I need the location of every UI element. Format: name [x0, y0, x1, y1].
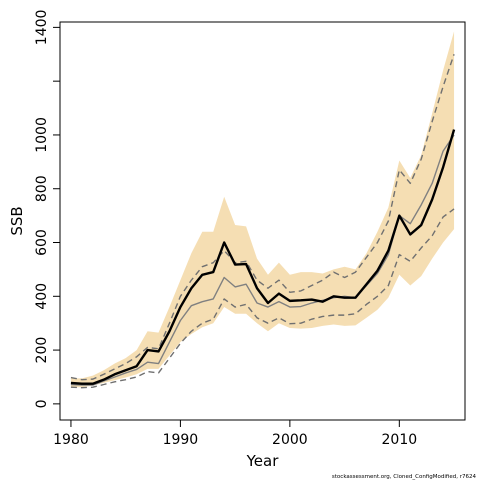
- series-line-comparison-upper: [70, 54, 455, 381]
- x-tick-label: 1990: [163, 432, 199, 448]
- x-tick-label: 2010: [382, 432, 418, 448]
- y-tick-label: 1000: [34, 117, 50, 153]
- y-tick-label: 1400: [34, 10, 50, 46]
- series-layer: [70, 54, 456, 389]
- y-tick-label: 0: [34, 399, 50, 408]
- y-tick-label: 400: [34, 283, 50, 310]
- confidence-band: [70, 31, 455, 388]
- plot-frame: [59, 21, 466, 421]
- y-tick-label: 800: [34, 175, 50, 202]
- y-tick-label: 600: [34, 229, 50, 256]
- x-tick-label: 1980: [53, 432, 89, 448]
- y-axis: 0 200 400 600 800 1000 1400: [34, 10, 60, 408]
- x-axis: 1980 1990 2000 2010: [53, 420, 417, 448]
- series-line-comparison-lower: [70, 208, 455, 389]
- y-axis-title: SSB: [8, 206, 26, 235]
- series-line-estimate: [70, 129, 456, 385]
- y-tick-label: 200: [34, 337, 50, 364]
- footer-note: stockassessment.org, Cloned_ConfigModifi…: [332, 474, 477, 480]
- x-tick-label: 2000: [272, 432, 308, 448]
- confidence-band-layer: [70, 31, 455, 388]
- x-axis-title: Year: [246, 452, 280, 470]
